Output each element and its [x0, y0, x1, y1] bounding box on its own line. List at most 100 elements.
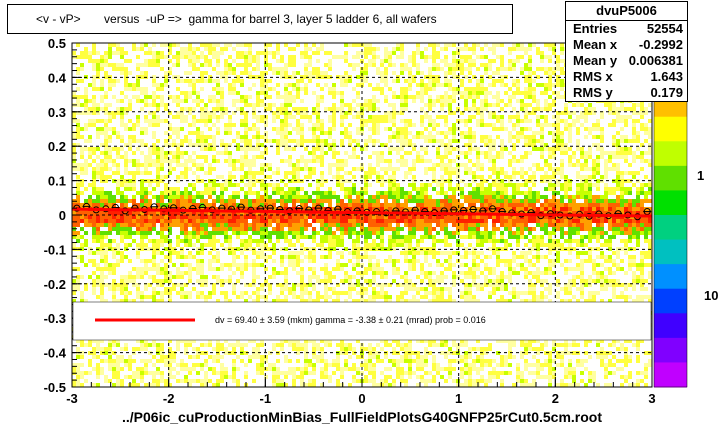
heatmap-cell — [548, 235, 552, 239]
heatmap-cell — [540, 59, 544, 63]
heatmap-cell — [644, 127, 648, 131]
heatmap-cell — [100, 171, 104, 175]
heatmap-cell — [136, 203, 140, 207]
heatmap-cell — [396, 243, 400, 247]
heatmap-cell — [192, 123, 196, 127]
heatmap-cell — [540, 139, 544, 143]
heatmap-cell — [648, 199, 652, 203]
heatmap-cell — [368, 231, 372, 235]
heatmap-cell — [124, 163, 128, 167]
heatmap-cell — [232, 219, 236, 223]
heatmap-cell — [496, 203, 500, 207]
heatmap-cell — [456, 219, 460, 223]
heatmap-cell — [592, 183, 596, 187]
heatmap-cell — [236, 51, 240, 55]
heatmap-cell — [356, 55, 360, 59]
heatmap-cell — [432, 59, 436, 63]
heatmap-cell — [460, 131, 464, 135]
heatmap-cell — [612, 203, 616, 207]
heatmap-cell — [124, 215, 128, 219]
heatmap-cell — [516, 215, 520, 219]
heatmap-cell — [260, 151, 264, 155]
heatmap-cell — [88, 83, 92, 87]
heatmap-cell — [172, 55, 176, 59]
heatmap-cell — [468, 199, 472, 203]
heatmap-cell — [580, 235, 584, 239]
heatmap-cell — [372, 171, 376, 175]
heatmap-cell — [100, 223, 104, 227]
heatmap-cell — [320, 183, 324, 187]
heatmap-cell — [412, 223, 416, 227]
heatmap-cell — [512, 59, 516, 63]
heatmap-cell — [448, 87, 452, 91]
heatmap-cell — [272, 207, 276, 211]
heatmap-cell — [544, 227, 548, 231]
heatmap-cell — [224, 159, 228, 163]
heatmap-cell — [244, 51, 248, 55]
heatmap-cell — [496, 67, 500, 71]
heatmap-cell — [524, 219, 528, 223]
heatmap-cell — [364, 43, 368, 47]
heatmap-cell — [512, 43, 516, 47]
heatmap-cell — [148, 227, 152, 231]
heatmap-cell — [244, 227, 248, 231]
heatmap-cell — [424, 223, 428, 227]
heatmap-cell — [388, 111, 392, 115]
heatmap-cell — [304, 223, 308, 227]
heatmap-cell — [244, 63, 248, 67]
heatmap-cell — [304, 111, 308, 115]
heatmap-cell — [432, 63, 436, 67]
heatmap-cell — [600, 231, 604, 235]
heatmap-cell — [540, 55, 544, 59]
heatmap-cell — [336, 183, 340, 187]
heatmap-cell — [464, 167, 468, 171]
heatmap-cell — [200, 43, 204, 47]
heatmap-cell — [120, 175, 124, 179]
heatmap-cell — [476, 243, 480, 247]
heatmap-cell — [172, 195, 176, 199]
heatmap-cell — [76, 219, 80, 223]
heatmap-cell — [164, 247, 168, 251]
heatmap-cell — [420, 183, 424, 187]
heatmap-cell — [560, 51, 564, 55]
heatmap-cell — [356, 199, 360, 203]
heatmap-cell — [300, 143, 304, 147]
heatmap-cell — [336, 203, 340, 207]
heatmap-cell — [564, 223, 568, 227]
heatmap-cell — [472, 47, 476, 51]
heatmap-cell — [180, 151, 184, 155]
heatmap-cell — [616, 219, 620, 223]
heatmap-cell — [440, 203, 444, 207]
heatmap-cell — [84, 203, 88, 207]
heatmap-cell — [172, 191, 176, 195]
heatmap-cell — [636, 223, 640, 227]
heatmap-cell — [176, 127, 180, 131]
heatmap-cell — [476, 111, 480, 115]
heatmap-cell — [612, 151, 616, 155]
heatmap-cell — [256, 55, 260, 59]
heatmap-cell — [604, 171, 608, 175]
heatmap-cell — [136, 227, 140, 231]
heatmap-cell — [480, 187, 484, 191]
heatmap-cell — [364, 203, 368, 207]
heatmap-cell — [344, 159, 348, 163]
heatmap-cell — [308, 195, 312, 199]
heatmap-cell — [392, 147, 396, 151]
heatmap-cell — [500, 67, 504, 71]
heatmap-cell — [400, 215, 404, 219]
heatmap-cell — [128, 223, 132, 227]
heatmap-cell — [408, 151, 412, 155]
heatmap-cell — [584, 107, 588, 111]
heatmap-cell — [460, 191, 464, 195]
heatmap-cell — [504, 239, 508, 243]
heatmap-cell — [380, 75, 384, 79]
heatmap-cell — [324, 219, 328, 223]
heatmap-cell — [624, 207, 628, 211]
heatmap-cell — [348, 79, 352, 83]
heatmap-cell — [608, 199, 612, 203]
heatmap-cell — [488, 83, 492, 87]
heatmap-cell — [548, 95, 552, 99]
heatmap-cell — [648, 219, 652, 223]
heatmap-cell — [456, 127, 460, 131]
heatmap-cell — [460, 243, 464, 247]
